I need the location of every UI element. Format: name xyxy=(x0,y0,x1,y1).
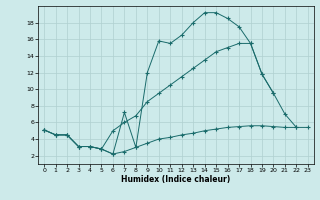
X-axis label: Humidex (Indice chaleur): Humidex (Indice chaleur) xyxy=(121,175,231,184)
